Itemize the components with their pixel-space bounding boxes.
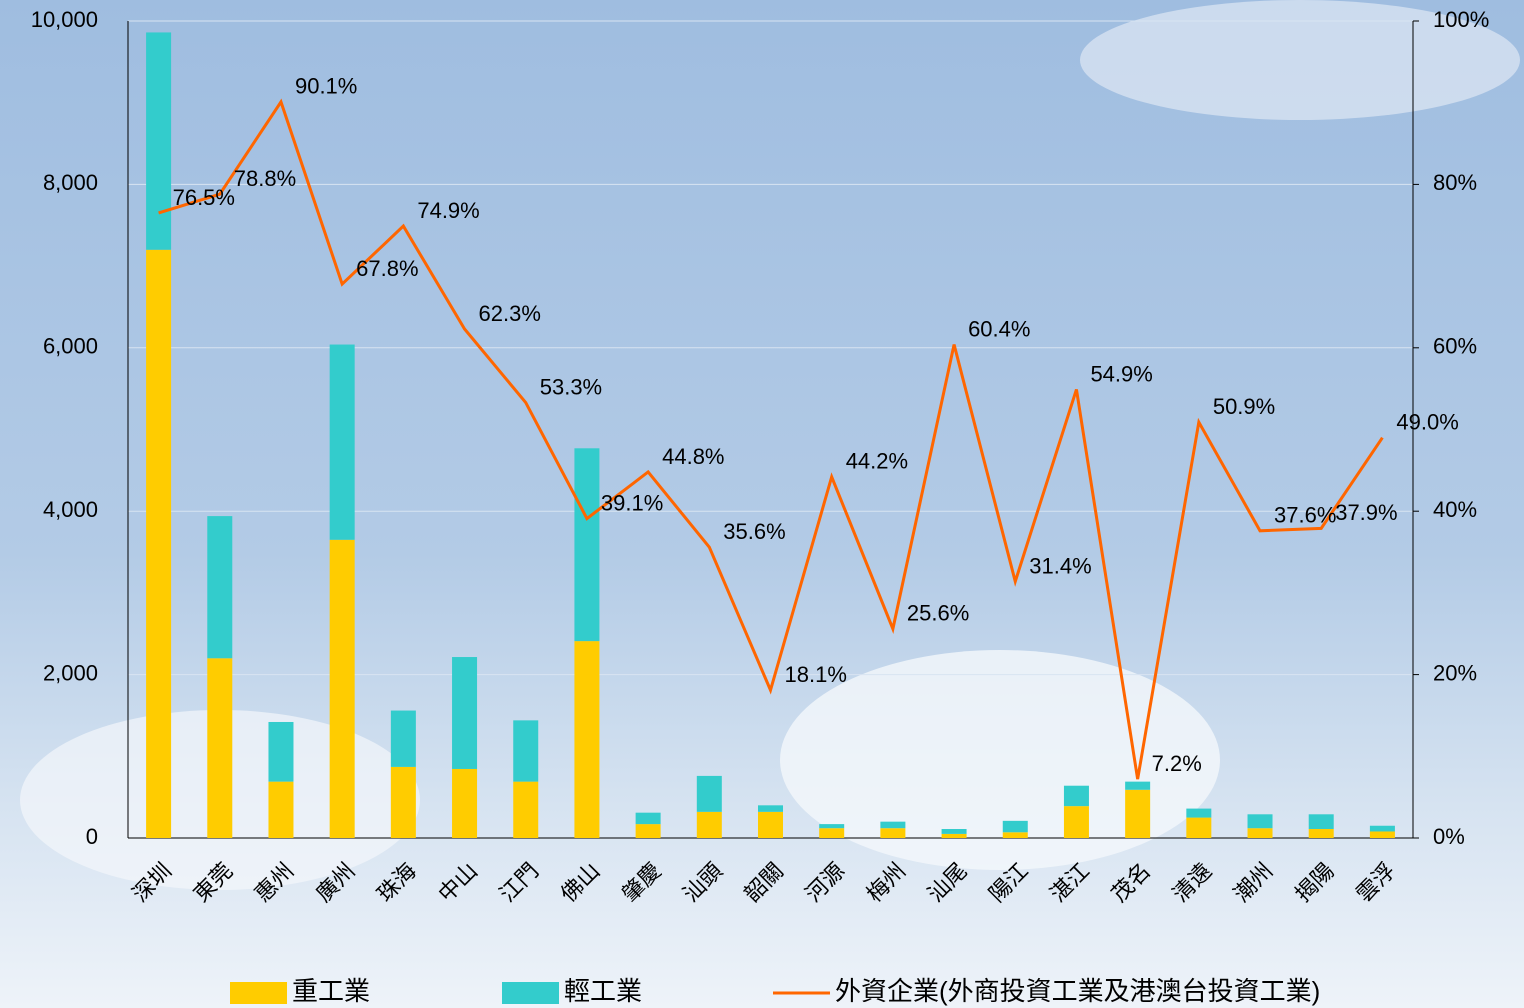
bar — [758, 805, 783, 812]
data-label: 39.1% — [601, 490, 663, 515]
y2-tick-label: 0% — [1433, 824, 1465, 849]
bar — [697, 812, 722, 838]
x-tick-label: 河源 — [801, 858, 850, 907]
bar — [330, 345, 355, 540]
x-tick-label: 韶關 — [739, 858, 788, 907]
bar — [146, 250, 171, 838]
bar — [574, 641, 599, 838]
bar — [942, 829, 967, 834]
bar — [1186, 818, 1211, 838]
legend-label: 重工業 — [292, 976, 370, 1006]
bar — [758, 812, 783, 838]
legend-label: 外資企業(外商投資工業及港澳台投資工業) — [835, 976, 1320, 1006]
bar — [268, 722, 293, 782]
bar — [1248, 814, 1273, 828]
legend-label: 輕工業 — [564, 976, 642, 1006]
data-label: 78.8% — [234, 166, 296, 191]
x-tick-label: 肇慶 — [617, 858, 666, 907]
bar — [146, 32, 171, 249]
y2-tick-label: 60% — [1433, 334, 1477, 359]
y-tick-label: 8,000 — [43, 170, 98, 195]
data-label: 60.4% — [968, 316, 1030, 341]
x-tick-label: 汕頭 — [678, 858, 727, 907]
bar — [1064, 806, 1089, 838]
legend-swatch — [502, 982, 559, 1004]
data-label: 90.1% — [295, 74, 357, 99]
bar — [819, 828, 844, 838]
bar — [1309, 814, 1334, 829]
x-tick-label: 潮州 — [1229, 858, 1278, 907]
data-label: 67.8% — [356, 256, 418, 281]
data-label: 37.9% — [1335, 500, 1397, 525]
data-label: 25.6% — [907, 601, 969, 626]
bar — [1125, 782, 1150, 790]
y-tick-label: 6,000 — [43, 334, 98, 359]
legend-swatch — [230, 982, 287, 1004]
data-label: 74.9% — [417, 198, 479, 223]
bar — [942, 834, 967, 838]
bar — [452, 769, 477, 838]
x-tick-label: 雲浮 — [1351, 858, 1400, 907]
bar — [1370, 831, 1395, 838]
chart: 0 2,000 4,000 6,000 8,000 10,000 0% 20% 40% 60% 80… — [0, 0, 1524, 1008]
bar — [1186, 809, 1211, 818]
bar — [452, 657, 477, 769]
data-label: 18.1% — [785, 662, 847, 687]
data-label: 31.4% — [1029, 553, 1091, 578]
bar — [1064, 786, 1089, 806]
data-label: 44.2% — [846, 449, 908, 474]
bar — [1248, 828, 1273, 838]
bar — [1125, 790, 1150, 838]
y2-tick-label: 80% — [1433, 170, 1477, 195]
bar — [207, 658, 232, 838]
data-label: 35.6% — [723, 519, 785, 544]
bar — [636, 824, 661, 838]
bar — [1370, 826, 1395, 832]
bar — [1003, 832, 1028, 838]
x-tick-label: 清遠 — [1168, 858, 1217, 907]
data-label: 53.3% — [540, 374, 602, 399]
y-tick-label: 4,000 — [43, 497, 98, 522]
bar — [636, 813, 661, 824]
x-tick-label: 茂名 — [1106, 858, 1155, 907]
x-tick-label: 佛山 — [556, 858, 605, 907]
data-label: 7.2% — [1152, 751, 1202, 776]
bar — [819, 824, 844, 828]
data-label: 54.9% — [1090, 361, 1152, 386]
bar — [513, 782, 538, 838]
data-label: 49.0% — [1396, 409, 1458, 434]
data-label: 50.9% — [1213, 394, 1275, 419]
x-tick-label: 中山 — [433, 858, 482, 907]
x-tick-label: 江門 — [495, 858, 544, 907]
bar — [697, 776, 722, 812]
x-tick-label: 揭陽 — [1290, 858, 1339, 907]
data-label: 76.5% — [173, 185, 235, 210]
y-tick-label: 2,000 — [43, 660, 98, 685]
y-tick-label: 10,000 — [31, 7, 98, 32]
bar — [574, 448, 599, 641]
bar — [1309, 829, 1334, 838]
x-tick-label: 梅州 — [862, 858, 911, 907]
bar — [1003, 821, 1028, 832]
bar — [880, 828, 905, 838]
bar — [268, 782, 293, 838]
bar — [330, 540, 355, 838]
y2-tick-label: 20% — [1433, 660, 1477, 685]
data-label: 44.8% — [662, 444, 724, 469]
x-tick-label: 珠海 — [372, 858, 421, 907]
data-label: 62.3% — [479, 301, 541, 326]
data-label: 37.6% — [1274, 503, 1336, 528]
y-tick-label: 0 — [86, 824, 98, 849]
y2-tick-label: 40% — [1433, 497, 1477, 522]
bar — [207, 516, 232, 658]
bar — [391, 767, 416, 838]
bar — [880, 822, 905, 829]
bar — [513, 720, 538, 781]
bar — [391, 711, 416, 767]
y2-tick-label: 100% — [1433, 7, 1489, 32]
